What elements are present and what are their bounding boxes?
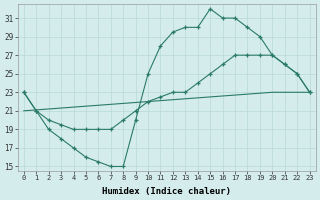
X-axis label: Humidex (Indice chaleur): Humidex (Indice chaleur) [102, 187, 231, 196]
